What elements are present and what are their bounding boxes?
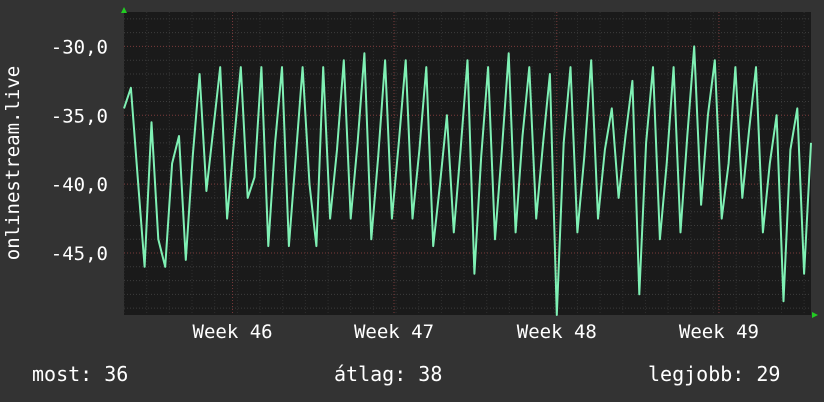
y-tick-label: -45,0 (51, 243, 108, 265)
y-axis: -30,0 -35,0 -40,0 -45,0 (51, 36, 108, 265)
x-axis-arrow-icon (812, 312, 818, 318)
stat-average: átlag: 38 (334, 362, 443, 386)
y-axis-arrow-icon (121, 7, 127, 13)
y-tick-label: -35,0 (51, 105, 108, 127)
y-axis-title: onlinestream.live (2, 65, 24, 261)
y-tick-label: -30,0 (51, 36, 108, 58)
x-tick-label: Week 47 (354, 321, 434, 343)
x-tick-label: Week 46 (193, 321, 273, 343)
x-tick-label: Week 49 (679, 321, 759, 343)
x-axis: Week 46 Week 47 Week 48 Week 49 (193, 321, 759, 343)
y-tick-label: -40,0 (51, 174, 108, 196)
x-tick-label: Week 48 (517, 321, 597, 343)
y-axis-title-wrap: onlinestream.live (2, 0, 24, 402)
stat-current: most: 36 (32, 362, 129, 386)
plot-area (124, 12, 811, 315)
series-line (123, 45, 812, 316)
stat-best: legjobb: 29 (648, 362, 781, 386)
